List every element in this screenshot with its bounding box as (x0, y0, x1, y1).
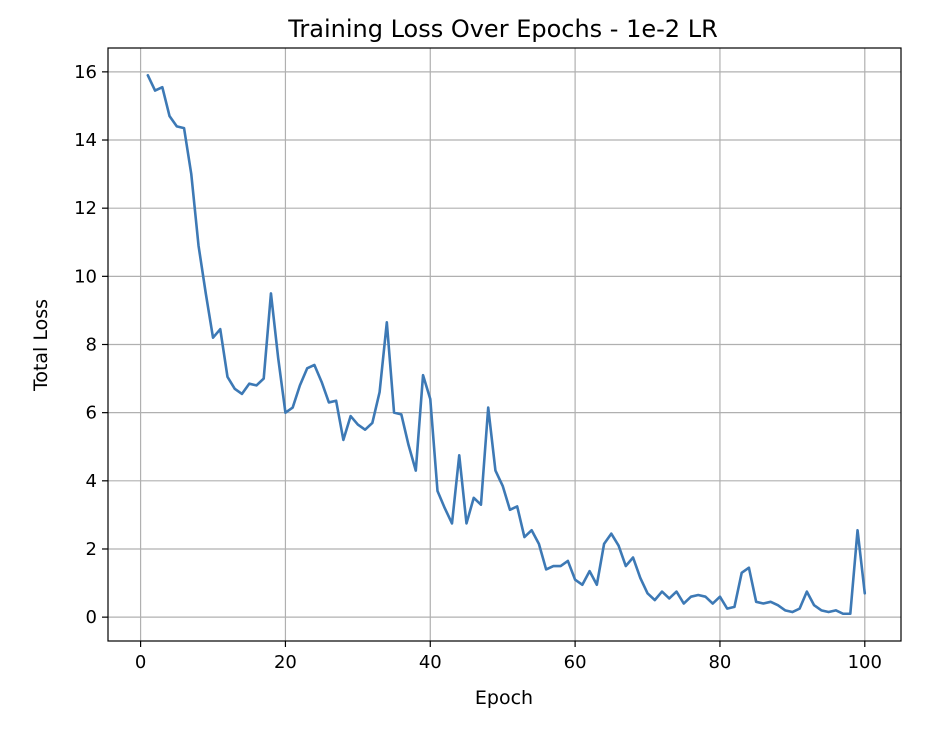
chart-title: Training Loss Over Epochs - 1e-2 LR (287, 15, 718, 43)
x-tick-label: 60 (564, 652, 587, 673)
y-tick-label: 4 (86, 471, 97, 492)
y-tick-label: 6 (86, 403, 97, 424)
y-tick-label: 8 (86, 335, 97, 356)
loss-series-line (146, 73, 867, 616)
axis-ticks: 0 20 40 60 80 100 0 2 4 6 8 10 12 14 16 (74, 62, 882, 673)
y-tick-label: 0 (86, 607, 97, 628)
y-tick-label: 14 (74, 130, 97, 151)
x-tick-label: 0 (135, 652, 146, 673)
y-axis-label: Total Loss (30, 299, 52, 392)
y-tick-label: 12 (74, 198, 97, 219)
x-tick-label: 40 (419, 652, 442, 673)
plot-frame (107, 47, 902, 642)
x-tick-label: 20 (274, 652, 297, 673)
y-tick-label: 10 (74, 266, 97, 287)
x-axis-label: Epoch (475, 687, 533, 709)
x-tick-label: 80 (708, 652, 731, 673)
y-tick-label: 2 (86, 539, 97, 560)
x-tick-label: 100 (848, 652, 882, 673)
grid (108, 48, 901, 641)
y-tick-label: 16 (74, 62, 97, 83)
series-layer (146, 73, 867, 616)
